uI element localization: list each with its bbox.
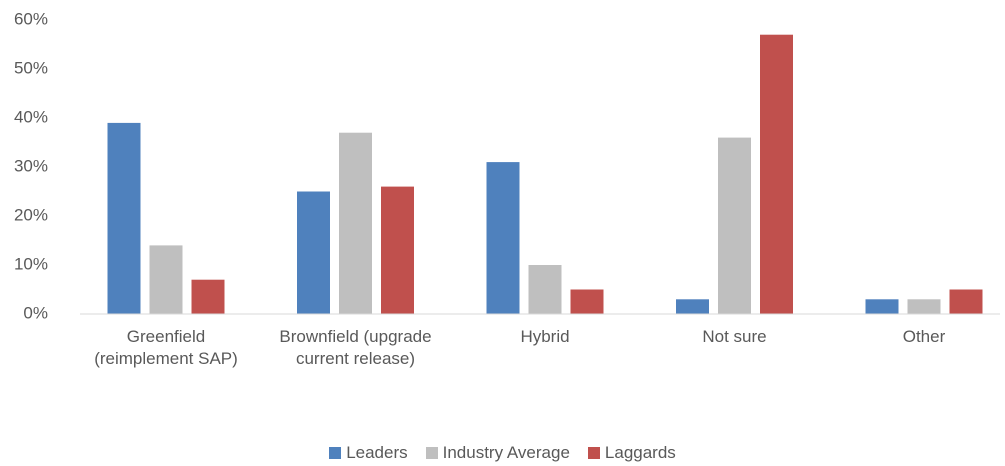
y-tick-label: 10% [14,254,48,273]
legend: Leaders Industry Average Laggards [0,443,1005,463]
legend-swatch [329,447,342,459]
bar [528,265,562,314]
legend-item: Industry Average [425,443,570,463]
legend-item: Leaders [329,443,408,463]
legend-swatch [587,447,600,459]
legend-label: Laggards [604,443,676,462]
y-tick-label: 0% [23,303,48,322]
bar [381,186,414,314]
bar [570,289,604,314]
x-tick-label: Brownfield (upgrade current release) [279,327,432,368]
y-tick-label: 20% [14,205,48,224]
y-tick-label: 40% [14,107,48,126]
x-tick-label: Other [902,327,946,346]
bar [760,34,793,314]
bar [949,289,983,314]
bar [107,122,141,315]
legend-label: Leaders [346,443,408,462]
bar [907,299,941,314]
x-tick-label: Greenfield (reimplement SAP) [94,327,238,368]
x-tick-label: Hybrid [520,327,570,346]
legend-swatch [425,447,438,459]
bar [676,299,709,314]
y-tick-label: 50% [14,58,48,77]
bar [191,279,225,314]
bar [339,132,372,314]
x-tick-label: Not sure [702,327,767,346]
bar [149,245,183,314]
bar [486,162,520,314]
legend-label: Industry Average [442,443,570,462]
y-tick-label: 60% [14,9,48,28]
bar [718,137,751,314]
bar [297,191,330,314]
legend-item: Laggards [587,443,676,463]
y-tick-label: 30% [14,156,48,175]
bar [865,299,899,314]
